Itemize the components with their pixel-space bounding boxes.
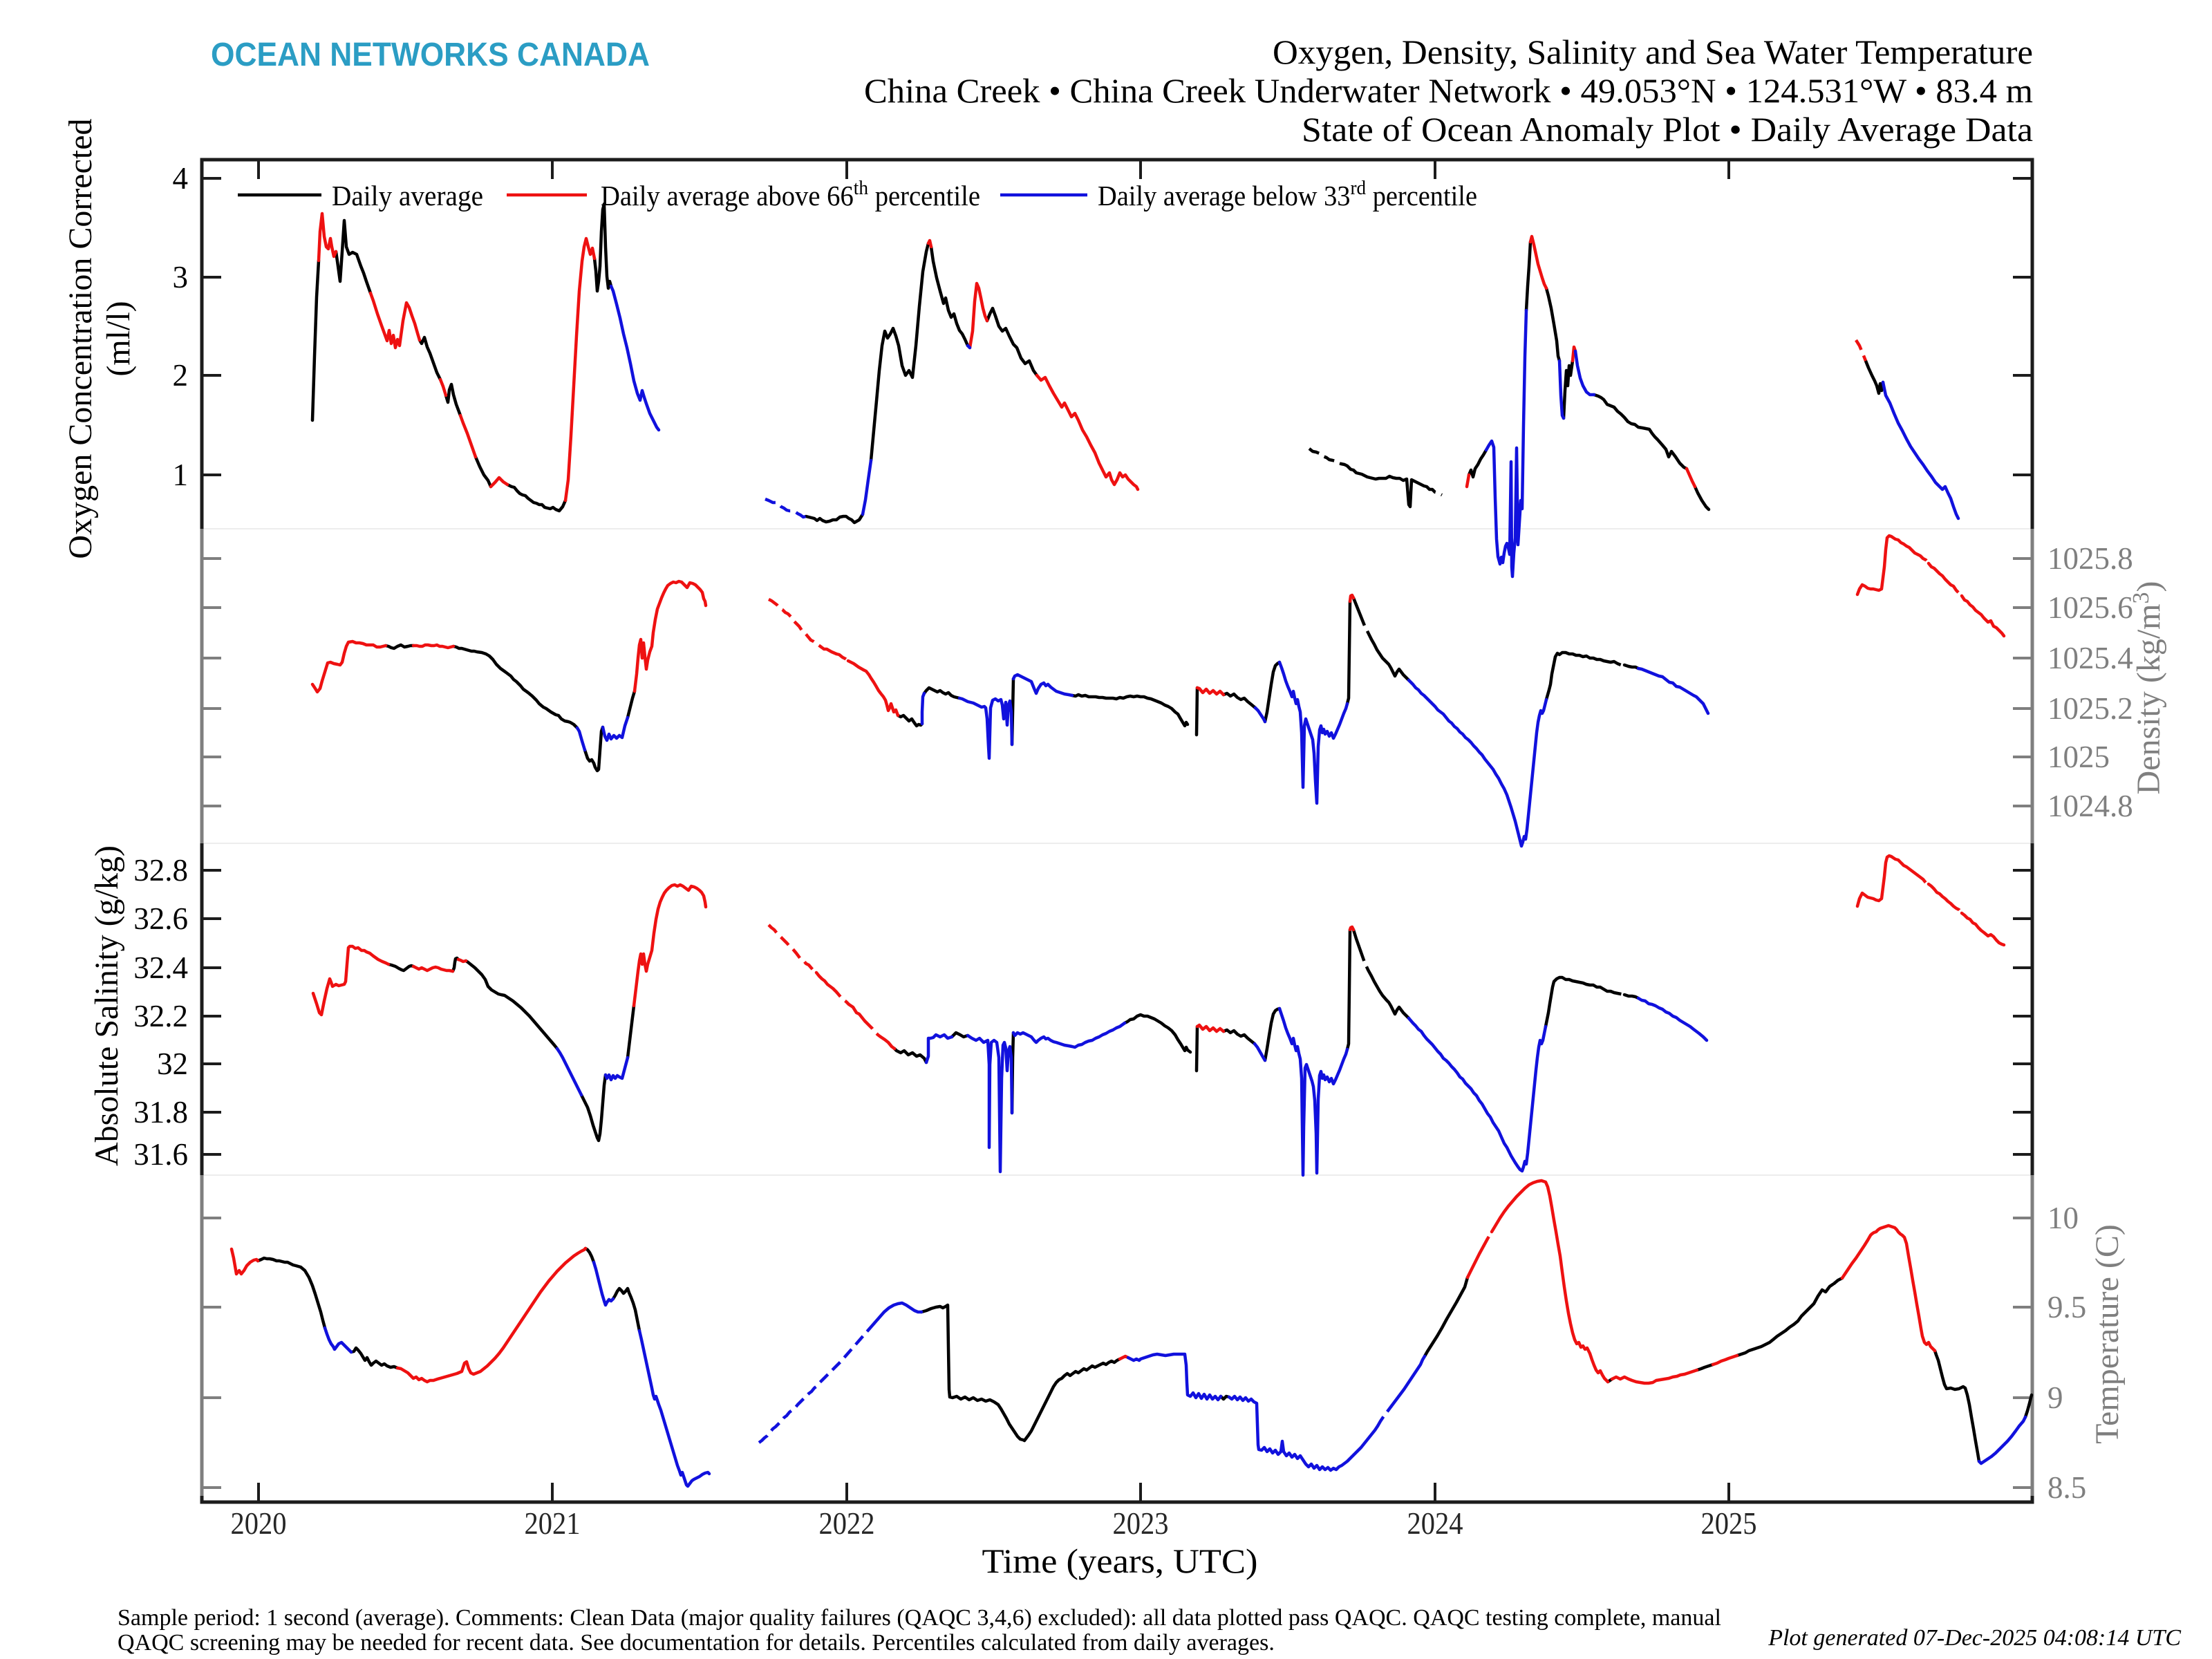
svg-text:8.5: 8.5 <box>2047 1470 2086 1505</box>
svg-text:1025.8: 1025.8 <box>2047 541 2133 576</box>
svg-text:2025: 2025 <box>1701 1506 1757 1541</box>
svg-text:3: 3 <box>173 260 189 294</box>
svg-text:China Creek • China Creek Unde: China Creek • China Creek Underwater Net… <box>864 71 2033 110</box>
svg-text:Daily average above 66th perce: Daily average above 66th percentile <box>601 177 980 212</box>
svg-text:OCEAN NETWORKS CANADA: OCEAN NETWORKS CANADA <box>211 37 650 73</box>
svg-text:Plot generated 07-Dec-2025 04:: Plot generated 07-Dec-2025 04:08:14 UTC <box>1768 1625 2181 1651</box>
svg-text:Oxygen Concentration Corrected: Oxygen Concentration Corrected <box>62 118 99 559</box>
svg-text:31.6: 31.6 <box>133 1137 188 1172</box>
svg-text:2021: 2021 <box>525 1506 581 1541</box>
svg-text:9.5: 9.5 <box>2047 1290 2086 1324</box>
svg-text:2022: 2022 <box>819 1506 875 1541</box>
svg-text:2: 2 <box>173 358 189 393</box>
svg-text:1024.8: 1024.8 <box>2047 789 2133 823</box>
svg-text:32.6: 32.6 <box>133 901 188 936</box>
svg-text:32.4: 32.4 <box>133 950 188 985</box>
svg-text:32: 32 <box>157 1047 188 1081</box>
svg-text:9: 9 <box>2047 1380 2063 1415</box>
svg-text:2023: 2023 <box>1113 1506 1169 1541</box>
svg-text:1: 1 <box>173 458 189 492</box>
svg-text:(ml/l): (ml/l) <box>100 301 137 376</box>
svg-text:Daily average: Daily average <box>332 180 483 212</box>
svg-text:1025: 1025 <box>2047 740 2110 774</box>
svg-text:10: 10 <box>2047 1201 2079 1235</box>
svg-text:Time (years, UTC): Time (years, UTC) <box>982 1541 1258 1580</box>
svg-text:QAQC screening may be needed f: QAQC screening may be needed for recent … <box>118 1630 1275 1656</box>
svg-text:Sample period: 1 second (avera: Sample period: 1 second (average). Comme… <box>118 1605 1721 1631</box>
svg-text:4: 4 <box>173 161 189 196</box>
svg-text:State of Ocean Anomaly Plot •: State of Ocean Anomaly Plot • Daily Aver… <box>1302 110 2033 149</box>
svg-text:31.8: 31.8 <box>133 1095 188 1130</box>
svg-text:1025.4: 1025.4 <box>2047 641 2133 675</box>
svg-text:Oxygen, Density, Salinity and: Oxygen, Density, Salinity and Sea Water … <box>1273 32 2033 71</box>
svg-text:2024: 2024 <box>1407 1506 1463 1541</box>
svg-text:1025.2: 1025.2 <box>2047 691 2133 726</box>
svg-text:Density (kg/m3): Density (kg/m3) <box>2128 581 2167 795</box>
svg-text:Absolute Salinity (g/kg): Absolute Salinity (g/kg) <box>88 845 125 1166</box>
svg-text:Daily average below 33rd perce: Daily average below 33rd percentile <box>1098 177 1477 212</box>
svg-text:32.2: 32.2 <box>133 999 188 1033</box>
svg-text:2020: 2020 <box>231 1506 287 1541</box>
svg-text:1025.6: 1025.6 <box>2047 590 2133 625</box>
svg-text:32.8: 32.8 <box>133 853 188 888</box>
svg-text:Temperature (C): Temperature (C) <box>2089 1224 2126 1444</box>
